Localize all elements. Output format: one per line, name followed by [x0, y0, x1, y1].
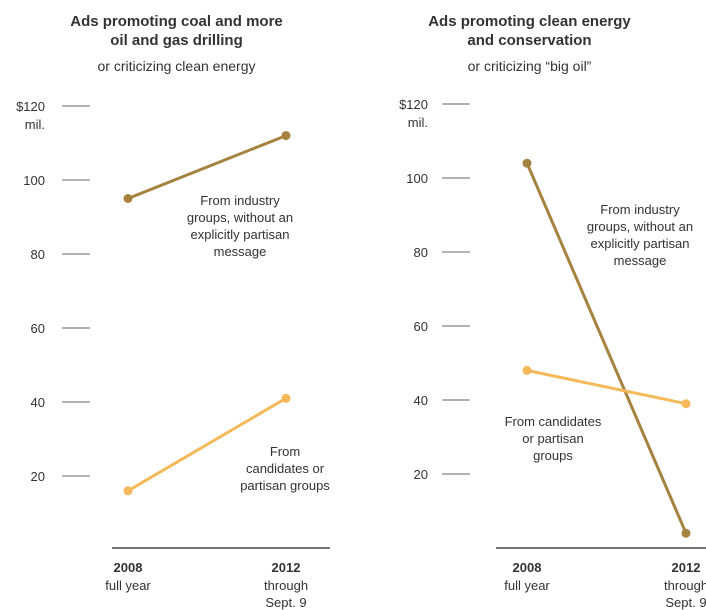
x-tick-sublabel: full year [504, 578, 550, 593]
y-tick-label: 100 [406, 171, 428, 186]
y-tick-label: 60 [414, 319, 428, 334]
chart-title-line: Ads promoting coal and more [70, 13, 283, 30]
data-point [681, 399, 691, 409]
y-tick-label: $120 [399, 97, 428, 112]
y-tick-label: 40 [414, 393, 428, 408]
series-label-line: or partisan [522, 431, 584, 446]
x-tick-sublabel: Sept. 9 [665, 595, 706, 610]
series-line [127, 397, 287, 493]
data-point [123, 486, 133, 496]
series-line [525, 162, 688, 534]
data-point [123, 194, 133, 203]
chart-subtitle: or criticizing “big oil” [467, 58, 592, 74]
series-label-line: message [213, 244, 267, 259]
series-label-line: groups, without an [186, 210, 294, 225]
series-label-line: From industry [200, 193, 280, 208]
series-label-line: From [269, 444, 301, 459]
chart-title-line: oil and gas drilling [110, 32, 243, 49]
x-tick-label: 2012 [672, 560, 701, 575]
x-tick-label: 2008 [513, 560, 542, 575]
chart-title-line: Ads promoting clean energy [428, 13, 631, 30]
y-tick-label: 100 [23, 173, 45, 188]
y-tick-label: 60 [31, 321, 45, 336]
chart-plot-clean: 20 40 60 80 100 $120 mil. 2008 full year 2012 thro… [399, 97, 706, 610]
series-label-line: partisan groups [240, 478, 330, 493]
data-point [522, 365, 532, 375]
data-point [281, 393, 291, 403]
x-tick-sublabel: through [264, 578, 308, 593]
x-tick-sublabel: Sept. 9 [265, 595, 306, 610]
chart-panel-fossil: Ads promoting coal and more oil and gas … [0, 12, 353, 610]
series-label-industry: From industry groups, without an explici… [170, 192, 310, 260]
y-tick-unit: mil. [408, 115, 428, 130]
x-tick-sublabel: full year [105, 578, 151, 593]
series-line [526, 368, 687, 406]
series-label-candidates: From candidates or partisan groups [220, 443, 350, 494]
y-tick-unit: mil. [25, 117, 45, 132]
y-tick-label: 40 [31, 395, 45, 410]
y-tick-label: 20 [414, 467, 428, 482]
y-tick-label: 80 [414, 245, 428, 260]
chart-plot-fossil: 20 40 60 80 100 $120 mil. 2008 full year 2012 thro… [16, 99, 330, 610]
y-tick-label: 80 [31, 247, 45, 262]
chart-panel-clean: Ads promoting clean energy and conservat… [353, 0, 706, 610]
data-point [522, 158, 532, 168]
chart-title: Ads promoting coal and more oil and gas … [0, 12, 353, 50]
series-label-industry: From industry groups, without an explici… [571, 201, 706, 269]
chart-title: Ads promoting clean energy and conservat… [353, 12, 706, 50]
series-label-line: explicitly partisan [590, 236, 690, 251]
y-tick-label: $120 [16, 99, 45, 114]
x-tick-label: 2008 [114, 560, 143, 575]
series-label-line: groups, without an [586, 219, 694, 234]
series-label-line: explicitly partisan [190, 227, 290, 242]
y-tick-label: 20 [31, 469, 45, 484]
series-label-candidates: From candidates or partisan groups [493, 413, 613, 464]
chart-subtitle: or criticizing clean energy [97, 58, 256, 74]
chart-title-line: and conservation [467, 32, 592, 49]
series-label-line: groups [533, 448, 573, 463]
series-label-line: From candidates [504, 414, 602, 429]
series-label-line: From industry [600, 202, 680, 217]
data-point [681, 528, 691, 538]
series-line [127, 134, 287, 200]
x-tick-sublabel: through [664, 578, 706, 593]
series-label-line: message [613, 253, 667, 268]
series-label-line: candidates or [245, 461, 325, 476]
data-point [281, 131, 291, 141]
x-tick-label: 2012 [272, 560, 301, 575]
